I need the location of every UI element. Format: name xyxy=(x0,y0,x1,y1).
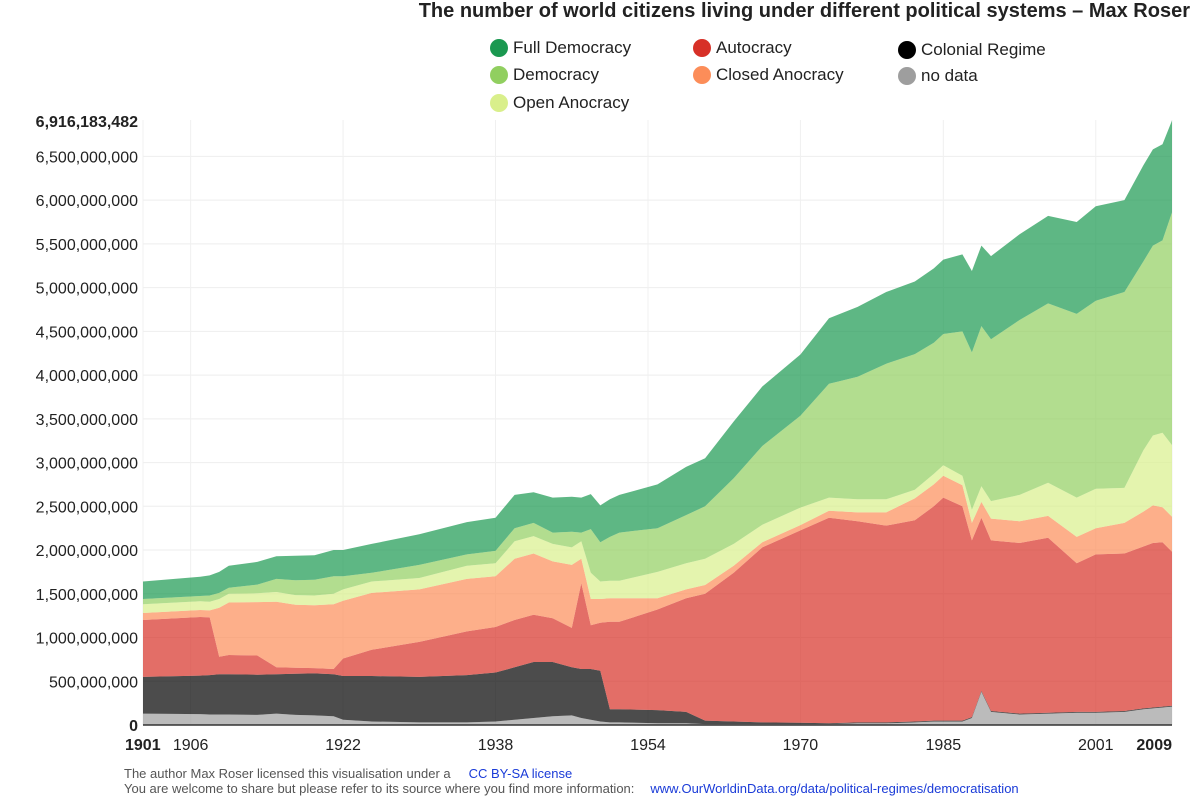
y-tick-label: 6,500,000,000 xyxy=(36,149,138,166)
y-tick-label: 5,000,000,000 xyxy=(36,281,138,298)
x-tick-label: 1906 xyxy=(173,737,209,754)
legend-item-open-anocracy[interactable]: Open Anocracy xyxy=(490,93,629,113)
x-tick-label: 2009 xyxy=(1136,737,1172,754)
y-tick-label: 4,500,000,000 xyxy=(36,324,138,341)
x-tick-label: 1954 xyxy=(630,737,666,754)
area-democracy[interactable] xyxy=(143,212,1172,605)
license-link[interactable]: CC BY-SA license xyxy=(468,766,573,781)
y-tick-label: 2,500,000,000 xyxy=(36,499,138,516)
footer: The author Max Roser licensed this visua… xyxy=(124,766,1019,796)
axes: 0 500,000,000 1,000,000,000 1,500,000,000 2,… xyxy=(36,149,1172,754)
legend-item-democracy[interactable]: Democracy xyxy=(490,65,599,85)
chart-title: The number of world citizens living unde… xyxy=(418,0,1190,22)
x-tick-label: 1970 xyxy=(783,737,819,754)
y-tick-label: 500,000,000 xyxy=(49,674,138,691)
legend-label-colonial-regime: Colonial Regime xyxy=(921,40,1046,59)
x-tick-label: 2001 xyxy=(1078,737,1114,754)
footer-line-1: The author Max Roser licensed this visua… xyxy=(124,766,1019,781)
legend-label-closed-anocracy: Closed Anocracy xyxy=(716,65,844,84)
legend-item-closed-anocracy[interactable]: Closed Anocracy xyxy=(693,65,844,85)
y-tick-label: 1,000,000,000 xyxy=(36,631,138,648)
area-colonial-regime[interactable] xyxy=(143,662,1172,725)
legend-swatch-autocracy xyxy=(693,39,711,57)
legend-label-no-data: no data xyxy=(921,66,978,85)
legend-label-democracy: Democracy xyxy=(513,65,599,84)
legend-label-open-anocracy: Open Anocracy xyxy=(513,93,630,112)
source-text: You are welcome to share but please refe… xyxy=(124,781,635,796)
x-tick-label: 1938 xyxy=(478,737,514,754)
legend-swatch-open-anocracy xyxy=(490,94,508,112)
y-tick-label: 0 xyxy=(129,718,138,735)
y-tick-label: 4,000,000,000 xyxy=(36,368,138,385)
y-tick-label: 3,500,000,000 xyxy=(36,412,138,429)
source-link[interactable]: www.OurWorldinData.org/data/political-re… xyxy=(650,781,1019,796)
area-full-democracy[interactable] xyxy=(143,120,1172,600)
area-open-anocracy[interactable] xyxy=(143,432,1172,613)
y-tick-label: 3,000,000,000 xyxy=(36,456,138,473)
y-tick-label: 2,000,000,000 xyxy=(36,543,138,560)
x-tick-label: 1901 xyxy=(125,737,161,754)
license-text: The author Max Roser licensed this visua… xyxy=(124,766,451,781)
legend-swatch-full-democracy xyxy=(490,39,508,57)
area-no-data[interactable] xyxy=(143,691,1172,725)
x-tick-label: 1922 xyxy=(325,737,361,754)
legend-swatch-colonial-regime xyxy=(898,41,916,59)
legend-item-no-data[interactable]: no data xyxy=(898,66,978,86)
y-tick-label: 1,500,000,000 xyxy=(36,587,138,604)
legend-item-colonial-regime[interactable]: Colonial Regime xyxy=(898,40,1046,60)
legend-label-autocracy: Autocracy xyxy=(716,38,792,57)
y-tick-label: 5,500,000,000 xyxy=(36,237,138,254)
footer-line-2: You are welcome to share but please refe… xyxy=(124,781,1019,796)
legend-swatch-no-data xyxy=(898,67,916,85)
legend-label-full-democracy: Full Democracy xyxy=(513,38,632,57)
legend-item-autocracy[interactable]: Autocracy xyxy=(693,38,792,58)
legend: Full Democracy Autocracy Colonial Regime… xyxy=(490,38,1190,118)
y-tick-label: 6,000,000,000 xyxy=(36,193,138,210)
series-areas xyxy=(143,120,1172,725)
legend-swatch-closed-anocracy xyxy=(693,66,711,84)
y-max-label: 6,916,183,482 xyxy=(36,114,138,131)
legend-item-full-democracy[interactable]: Full Democracy xyxy=(490,38,631,58)
legend-swatch-democracy xyxy=(490,66,508,84)
x-tick-label: 1985 xyxy=(926,737,962,754)
area-closed-anocracy[interactable] xyxy=(143,475,1172,669)
area-autocracy[interactable] xyxy=(143,497,1172,724)
